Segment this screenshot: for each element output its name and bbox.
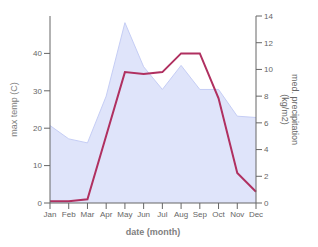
svg-text:Jul: Jul (157, 210, 167, 219)
svg-text:Nov: Nov (230, 210, 244, 219)
svg-text:6: 6 (264, 119, 269, 128)
svg-text:4: 4 (264, 145, 269, 154)
svg-text:Mar: Mar (81, 210, 95, 219)
svg-text:30: 30 (33, 87, 42, 96)
svg-text:0: 0 (38, 199, 43, 208)
svg-text:Jun: Jun (137, 210, 150, 219)
svg-text:14: 14 (264, 12, 273, 21)
svg-text:date (month): date (month) (126, 227, 181, 237)
svg-text:max temp (C): max temp (C) (9, 82, 19, 137)
svg-text:May: May (117, 210, 132, 219)
svg-text:40: 40 (33, 49, 42, 58)
svg-text:0: 0 (264, 199, 269, 208)
svg-text:Aug: Aug (174, 210, 188, 219)
svg-text:20: 20 (33, 124, 42, 133)
svg-text:Dec: Dec (249, 210, 263, 219)
svg-text:10: 10 (33, 161, 42, 170)
svg-text:Oct: Oct (212, 210, 225, 219)
svg-text:Apr: Apr (100, 210, 113, 219)
svg-text:Feb: Feb (62, 210, 76, 219)
svg-text:12: 12 (264, 39, 273, 48)
svg-text:10: 10 (264, 65, 273, 74)
svg-text:Jan: Jan (44, 210, 57, 219)
svg-text:Sep: Sep (193, 210, 208, 219)
svg-text:8: 8 (264, 92, 269, 101)
svg-text:2: 2 (264, 172, 269, 181)
svg-text:med. precipitation(kg/m2): med. precipitation(kg/m2) (280, 74, 300, 145)
